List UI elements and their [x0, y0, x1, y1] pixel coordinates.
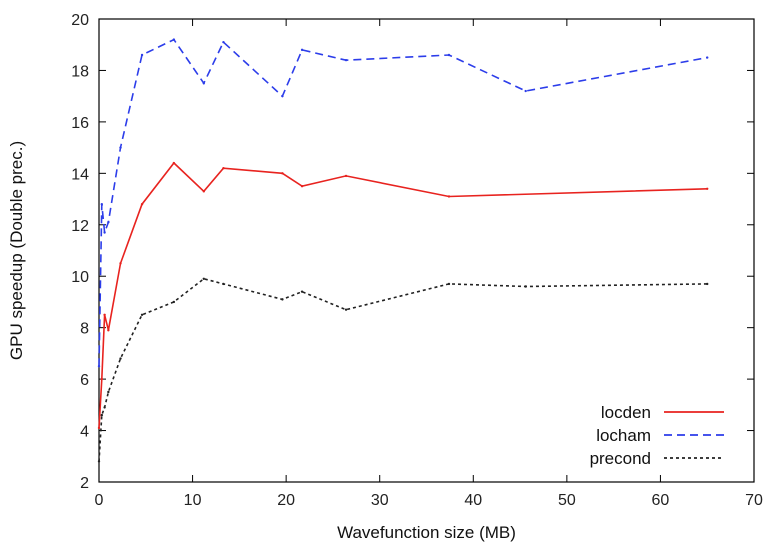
y-tick-label: 18 [71, 63, 89, 80]
y-axis-title: GPU speedup (Double prec.) [7, 141, 26, 360]
data-point-locden [706, 187, 709, 190]
data-point-locden [97, 426, 101, 430]
data-point-precond [300, 290, 304, 293]
y-tick-label: 4 [80, 424, 89, 441]
data-point-locham [107, 221, 110, 224]
x-tick-label: 40 [464, 492, 482, 509]
y-tick-label: 12 [71, 218, 89, 235]
data-point-precond [706, 282, 709, 286]
data-point-locden [103, 313, 106, 317]
data-point-locham [119, 146, 122, 149]
data-point-precond [447, 282, 451, 286]
data-point-locham [202, 82, 205, 85]
data-point-locham [344, 58, 348, 62]
legend-label-precond: precond [590, 449, 651, 468]
data-point-precond [202, 277, 205, 280]
y-tick-label: 16 [71, 115, 89, 132]
data-point-locham [140, 53, 144, 57]
data-point-locham [100, 203, 104, 206]
axes: 0 10 20 30 40 50 60 70 2 4 6 8 10 12 14 16 18 20 [71, 12, 763, 509]
data-point-locham [300, 48, 304, 52]
data-point-locham [103, 231, 106, 234]
legend-label-locham: locham [596, 426, 651, 445]
data-point-locden [300, 184, 304, 188]
y-tick-label: 8 [80, 321, 89, 338]
plot-area [97, 38, 709, 463]
data-point-precond [222, 282, 225, 286]
data-point-precond [344, 308, 348, 311]
data-point-precond [172, 300, 176, 304]
data-point-locham [97, 365, 101, 368]
x-axis-title: Wavefunction size (MB) [337, 523, 516, 542]
series-line-locham [98, 38, 708, 367]
x-tick-label: 20 [277, 492, 295, 509]
data-point-locden [222, 166, 225, 170]
plot-frame [98, 18, 755, 483]
y-tick-label: 2 [80, 475, 89, 492]
data-point-locden [140, 203, 144, 206]
data-point-locden [281, 172, 284, 175]
data-point-precond [524, 285, 527, 288]
data-point-locham [172, 38, 176, 41]
x-tick-label: 70 [745, 492, 763, 509]
data-point-precond [97, 460, 101, 463]
axis-labels: Wavefunction size (MB) GPU speedup (Doub… [7, 141, 516, 542]
data-point-locden [344, 174, 348, 178]
y-tick-label: 14 [71, 166, 89, 183]
data-point-precond [281, 298, 284, 301]
series-line-locden [98, 161, 708, 429]
y-tick-label: 20 [71, 12, 89, 29]
x-tick-label: 50 [558, 492, 576, 509]
data-point-locham [706, 56, 709, 59]
data-point-locham [524, 89, 527, 93]
data-point-locham [447, 53, 451, 57]
legend-label-locden: locden [601, 403, 651, 422]
data-point-precond [100, 413, 104, 417]
x-tick-label: 60 [652, 492, 670, 509]
y-tick-label: 10 [71, 269, 89, 286]
x-tick-label: 30 [371, 492, 389, 509]
data-point-locden [202, 190, 205, 193]
data-point-locden [172, 161, 176, 165]
data-point-precond [103, 406, 106, 409]
data-point-locden [119, 262, 122, 265]
data-point-precond [119, 357, 122, 360]
x-tick-label: 10 [184, 492, 202, 509]
data-point-locden [107, 329, 110, 332]
x-tick-label: 0 [95, 492, 104, 509]
legend: locden locham precond [590, 403, 724, 468]
data-point-precond [140, 313, 144, 317]
y-tick-label: 6 [80, 372, 89, 389]
data-point-locden [447, 195, 451, 198]
data-point-locden [100, 377, 104, 381]
data-point-precond [107, 390, 110, 394]
data-point-locham [281, 94, 284, 98]
data-point-locham [222, 40, 225, 44]
